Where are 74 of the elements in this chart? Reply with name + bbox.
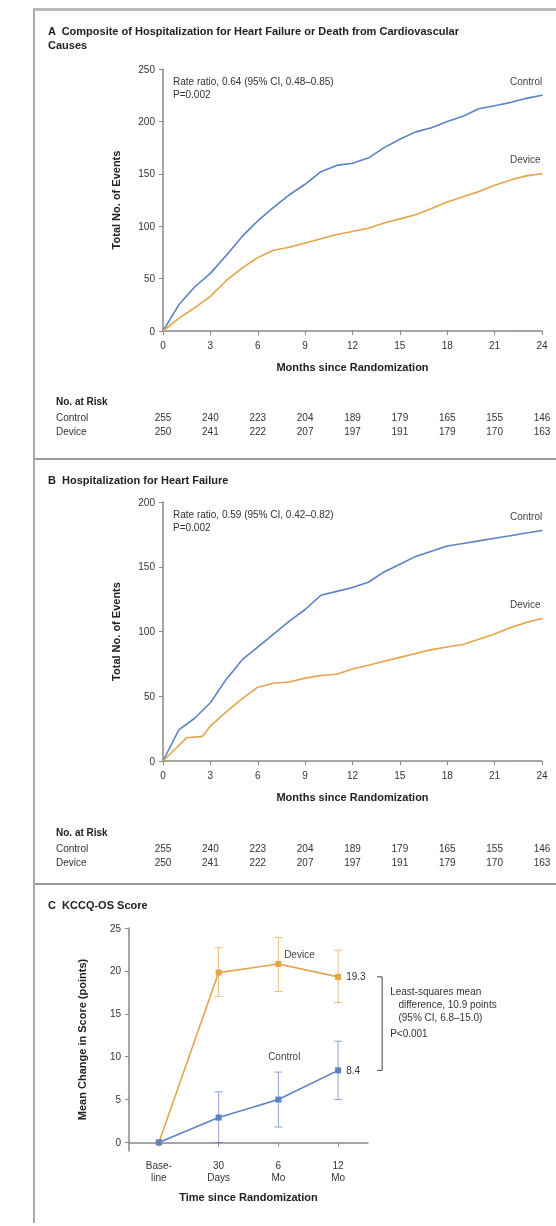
y-tick-label: 100 [138,626,156,637]
x-tick-label: 9 [302,339,309,351]
text: P<0.001 [390,1027,429,1039]
x-tick-label: 21 [489,769,501,781]
point [275,961,282,968]
x-axis-title: Months since Randomization [276,790,429,803]
y-tick-label: 0 [149,755,156,767]
x-tick-label: 12 [346,339,359,351]
y-tick-label: 200 [138,115,156,127]
point [215,969,222,976]
x-tick-label: 9 [302,769,309,781]
x-axis-title: Months since Randomization [276,360,429,373]
series-label: Device [510,599,541,611]
x-tick-label: 3 [207,339,214,351]
text: Control 255 240 223 204 189 179 165 155 146 [56,843,551,854]
x-tick-label: Base- line [145,1159,172,1183]
y-tick-label: 150 [138,561,156,573]
text: No. at Risk [56,396,109,407]
point [275,1096,282,1103]
annotation: Rate ratio, 0.59 (95% CI, 0.42–0.82) [173,509,334,520]
data-label: 8.4 [346,1064,361,1076]
y-tick-label: 250 [138,63,156,75]
x-tick-label: 3 [207,769,214,781]
series-label: Device [284,949,316,961]
y-tick-label: 50 [143,273,156,285]
y-tick-label: 15 [109,1008,122,1020]
data-label: 19.3 [346,971,367,983]
y-tick-label: 10 [109,1051,122,1063]
chart-title: B Hospitalization for Heart Failure [48,474,229,486]
chart-title: A Composite of Hospitalization for Heart Failure or Death from Cardiovascular Causes [48,25,462,51]
point [335,1067,342,1074]
x-tick-label: 21 [489,339,501,351]
x-tick-label: 24 [536,769,548,781]
text: Control [268,1050,301,1062]
annotation: P=0.002 [173,89,211,100]
y-axis-title: Mean Change in Score (points) [75,958,88,1121]
series-label: Device [510,154,541,166]
annotation: Rate ratio, 0.64 (95% CI, 0.48–0.85) [173,76,334,87]
y-tick-label: 0 [115,1136,122,1148]
x-tick-label: 30 Days [207,1159,231,1183]
y-axis-title: Total No. of Events [109,582,122,681]
x-tick-label: 12 Mo [331,1159,346,1183]
text: Control 255 240 223 204 189 179 165 155 146 [56,412,551,423]
series-label: Control [510,75,543,87]
x-tick-label: 12 [346,769,359,781]
x-tick-label: 24 [536,339,548,351]
x-axis-title: Time since Randomization [179,1190,319,1203]
chart-title: C KCCQ-OS Score [48,899,148,911]
y-tick-label: 150 [138,168,156,180]
text: Device 250 241 222 207 197 191 179 170 163 [56,426,551,437]
y-tick-label: 200 [138,496,156,508]
x-tick-label: 18 [441,339,454,351]
annotation: P=0.002 [173,522,211,533]
x-tick-label: 0 [160,769,167,781]
text: Least-squares mean difference, 10.9 points (95% CI, 6.8–15.0) [390,985,497,1023]
x-tick-label: 6 [254,769,261,781]
y-axis-title: Total No. of Events [109,150,122,250]
point [335,973,342,980]
text: No. at Risk [56,827,109,838]
y-tick-label: 0 [149,325,156,337]
text: Device 250 241 222 207 197 191 179 170 163 [56,857,551,868]
point [215,1114,222,1121]
y-tick-label: 25 [109,922,122,934]
x-tick-label: 6 [254,339,261,351]
y-tick-label: 100 [138,220,156,232]
x-tick-label: 6 Mo [271,1159,286,1183]
x-tick-label: 15 [394,339,406,351]
series-label: Control [510,510,543,522]
x-tick-label: 18 [441,769,454,781]
y-tick-label: 50 [143,690,156,702]
x-tick-label: 0 [160,339,167,351]
x-tick-label: 15 [394,769,406,781]
y-tick-label: 20 [109,965,122,977]
y-tick-label: 5 [115,1094,122,1106]
